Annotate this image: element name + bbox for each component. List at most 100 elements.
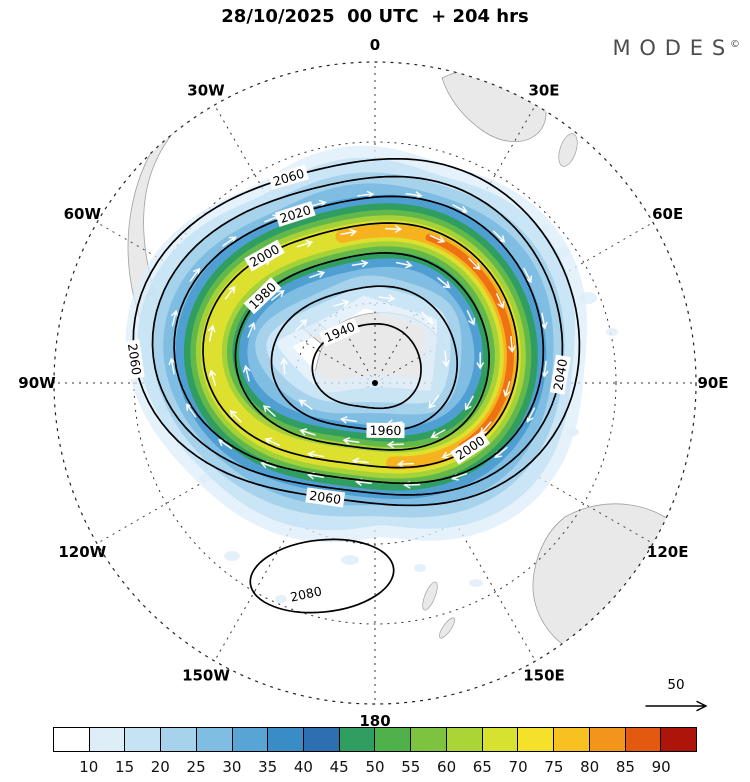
longitude-label: 30W: [187, 81, 225, 99]
contour-2020: [173, 195, 545, 485]
wind-arrow: [466, 310, 476, 326]
wind-arrow: [308, 270, 326, 279]
longitude-label: 30E: [528, 81, 559, 99]
colorbar-tick: 85: [615, 758, 635, 776]
wind-arrow: [496, 293, 505, 309]
wind-arrow: [296, 240, 314, 248]
wind-arrow: [208, 324, 216, 342]
wind-arrow: [378, 294, 396, 302]
colorbar-cell: [232, 728, 269, 751]
contour-label: 2040: [549, 354, 571, 395]
colorbar-cell: [339, 728, 376, 751]
wind-arrow: [540, 312, 548, 330]
jet-core-layer: [425, 234, 514, 450]
wind-arrow: [243, 364, 251, 382]
wind-arrow: [430, 429, 446, 439]
wind-arrow: [541, 360, 549, 378]
wind-arrow: [503, 380, 511, 398]
colorbar-tick: 45: [329, 758, 349, 776]
wind-arrow: [351, 259, 369, 268]
wind-arrow: [429, 234, 446, 244]
meridian-line: [214, 382, 376, 662]
island: [603, 669, 621, 683]
wind-arrow: [421, 311, 434, 325]
meridian-line: [374, 382, 654, 544]
longitude-label: 60E: [652, 205, 683, 223]
colorbar-tick: 55: [401, 758, 421, 776]
colorbar-cell: [625, 728, 662, 751]
wind-arrow: [342, 437, 360, 445]
wind-arrow: [189, 267, 201, 282]
speckle-patch: [469, 579, 483, 587]
meridian-line: [96, 222, 376, 384]
colorbar-cell: [446, 728, 483, 751]
colorbar-cell: [304, 728, 340, 751]
meridian-line: [96, 382, 376, 544]
wind-arrow: [468, 257, 481, 271]
contour-2060: [132, 157, 581, 507]
island: [558, 133, 578, 167]
colorbar-tick: 60: [437, 758, 457, 776]
colorbar-tick: 75: [544, 758, 564, 776]
colorbar-cell: [268, 728, 305, 751]
meridian-line: [374, 382, 536, 662]
contour-2000: [202, 222, 519, 469]
colorbar-cell: [482, 728, 519, 751]
wind-arrow: [247, 321, 256, 338]
contour-label: 2060: [305, 487, 346, 508]
wind-arrow: [271, 289, 285, 301]
speckle-patch: [275, 595, 287, 603]
wind-arrow: [508, 335, 516, 353]
speckle-patch: [606, 328, 618, 336]
longitude-label: 90W: [18, 374, 56, 392]
reference-arrow: [645, 700, 708, 712]
contour-label: 2080: [285, 582, 327, 606]
wind-arrow: [299, 428, 316, 436]
colorbar-cell: [375, 728, 412, 751]
wind-arrow: [333, 299, 350, 307]
wind-arrow: [168, 357, 176, 375]
colorbar-tick: 15: [115, 758, 135, 776]
contour-label-text: 2060: [308, 488, 342, 507]
wind-arrow: [396, 460, 414, 468]
colorbar-tick: 10: [79, 758, 99, 776]
wind-arrow: [492, 230, 506, 243]
colorbar-tick: 30: [222, 758, 242, 776]
meridian-line: [214, 104, 376, 384]
colorbar-cell: [554, 728, 590, 751]
modes-logo-text: MODES: [612, 36, 734, 60]
colorbar-cell: [196, 728, 233, 751]
contour-label: 2060: [124, 339, 145, 380]
wind-arrow: [294, 319, 308, 332]
wind-arrow: [395, 260, 413, 269]
map-boundary: [53, 61, 697, 705]
wind-arrow: [385, 225, 403, 233]
wind-arrow: [523, 267, 533, 284]
colorbar-cell: [518, 728, 555, 751]
colorbar-cell: [125, 728, 162, 751]
contour-label-text: 2080: [289, 583, 323, 604]
polar-map: 1940196019802000200020202040206020602060…: [18, 36, 728, 730]
meridian-line: [374, 222, 654, 384]
longitude-label: 120E: [647, 543, 689, 561]
colorbar-cell: [54, 728, 90, 751]
colorbar-cell: [161, 728, 197, 751]
colorbar-cells: [53, 727, 697, 752]
contour-label-text: 1960: [370, 423, 402, 438]
wind-arrow: [280, 357, 288, 375]
copyright-mark: ©: [730, 39, 740, 50]
colorbar-cell: [89, 728, 126, 751]
longitude-label: 150W: [182, 667, 230, 685]
colorbar-tick: 80: [580, 758, 600, 776]
colorbar-tick: 25: [186, 758, 206, 776]
wind-arrow: [264, 437, 281, 447]
colorbar-tick: 50: [365, 758, 385, 776]
colorbar-cell: [661, 728, 696, 751]
wind-arrow: [464, 395, 474, 411]
island: [439, 617, 455, 639]
wind-arrow: [262, 405, 276, 417]
contour-label-text: 2040: [550, 358, 570, 392]
wind-arrow: [309, 199, 327, 208]
colorbar-cell: [411, 728, 447, 751]
pole-dot: [372, 380, 378, 386]
